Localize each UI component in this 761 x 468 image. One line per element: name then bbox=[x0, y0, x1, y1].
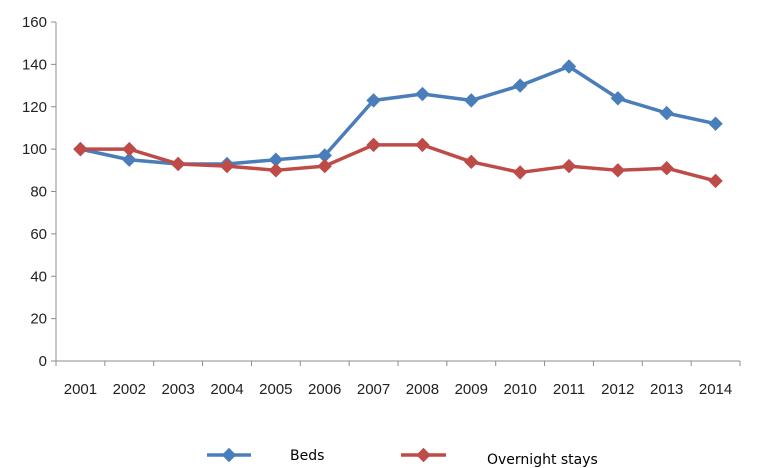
data-point bbox=[610, 91, 626, 106]
y-tick-label: 60 bbox=[30, 226, 47, 243]
data-point bbox=[464, 93, 479, 108]
series-1 bbox=[73, 59, 723, 172]
y-axis-ticks: 0 20 40 60 80 100 120 140 160 bbox=[22, 14, 56, 370]
data-point bbox=[122, 152, 137, 167]
x-tick-label: 2005 bbox=[259, 381, 292, 398]
x-axis-ticks: 2001 2002 2003 2004 2005 2006 2007 2008 2009 2010… bbox=[55, 361, 741, 398]
y-tick-label: 140 bbox=[22, 56, 47, 73]
x-tick-label: 2002 bbox=[113, 381, 146, 398]
y-tick-label: 120 bbox=[22, 99, 47, 116]
chart-legend: Beds Overnight stays bbox=[207, 447, 598, 468]
y-tick-label: 80 bbox=[30, 184, 47, 201]
y-tick-label: 100 bbox=[22, 141, 47, 158]
data-point bbox=[415, 86, 430, 102]
data-point bbox=[512, 165, 528, 180]
x-tick-label: 2001 bbox=[64, 381, 97, 398]
series-2 bbox=[73, 137, 723, 189]
x-tick-label: 2008 bbox=[406, 381, 439, 398]
x-tick-label: 2010 bbox=[503, 381, 536, 398]
legend-label: Beds bbox=[290, 448, 324, 464]
x-tick-label: 2011 bbox=[553, 381, 585, 398]
x-tick-label: 2007 bbox=[357, 381, 390, 398]
series-line bbox=[80, 64, 716, 166]
chart-axes bbox=[55, 22, 740, 362]
y-tick-label: 40 bbox=[30, 268, 47, 285]
data-point bbox=[512, 78, 528, 93]
legend-marker bbox=[416, 447, 431, 463]
y-tick-label: 20 bbox=[30, 311, 47, 328]
data-point bbox=[464, 154, 479, 170]
legend-label: Overnight stays bbox=[487, 452, 598, 468]
data-point bbox=[73, 141, 88, 157]
data-point bbox=[366, 137, 381, 153]
y-tick-label: 0 bbox=[39, 353, 47, 370]
data-point bbox=[610, 163, 626, 178]
x-tick-label: 2013 bbox=[650, 381, 683, 398]
data-point bbox=[170, 156, 186, 172]
legend-item-2: Overnight stays bbox=[401, 447, 598, 468]
x-tick-label: 2012 bbox=[601, 381, 634, 398]
data-point bbox=[659, 105, 674, 121]
series-line bbox=[80, 143, 717, 183]
data-point bbox=[219, 158, 235, 174]
x-tick-label: 2004 bbox=[210, 381, 243, 398]
data-point bbox=[708, 173, 723, 189]
data-point bbox=[122, 141, 137, 157]
chart-series bbox=[73, 59, 723, 189]
data-point bbox=[268, 163, 284, 178]
x-tick-label: 2003 bbox=[161, 381, 194, 398]
y-tick-label: 160 bbox=[22, 14, 47, 31]
data-point bbox=[708, 116, 723, 131]
legend-marker bbox=[221, 447, 237, 463]
x-tick-label: 2006 bbox=[308, 381, 341, 398]
data-point bbox=[561, 158, 577, 174]
data-point bbox=[659, 160, 674, 176]
data-point bbox=[561, 59, 577, 74]
data-point bbox=[317, 158, 332, 174]
data-point bbox=[415, 137, 430, 153]
legend-item-1: Beds bbox=[207, 447, 324, 464]
x-tick-label: 2009 bbox=[455, 381, 488, 398]
data-point bbox=[366, 93, 381, 108]
x-tick-label: 2014 bbox=[699, 381, 732, 398]
